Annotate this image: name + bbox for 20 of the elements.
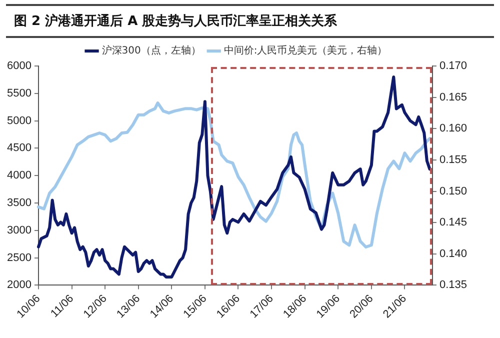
y-tick-label: 3000: [6, 224, 32, 236]
chart-title: 图 2 沪港通开通后 A 股走势与人民币汇率呈正相关关系: [6, 4, 494, 38]
legend-label: 中间价:人民币兑美元（美元，右轴）: [224, 44, 388, 57]
y2-tick-label: 0.155: [439, 154, 468, 166]
y-tick-label: 2500: [6, 252, 32, 264]
y2-tick-label: 0.170: [439, 60, 468, 72]
y2-tick-label: 0.150: [439, 185, 468, 198]
y-tick-label: 3500: [6, 197, 32, 210]
y2-tick-label: 0.145: [439, 216, 468, 229]
y2-tick-label: 0.165: [439, 91, 468, 104]
y-tick-label: 4000: [6, 170, 32, 182]
y-tick-label: 5000: [6, 114, 32, 127]
y-tick-label: 5500: [6, 87, 32, 100]
legend-label: 沪深300（点，左轴）: [102, 44, 201, 57]
y2-tick-label: 0.135: [439, 279, 468, 292]
y-tick-label: 2000: [6, 279, 32, 292]
y-tick-label: 4500: [6, 142, 32, 154]
y2-tick-label: 0.160: [439, 122, 468, 135]
y-tick-label: 6000: [6, 60, 32, 72]
y2-tick-label: 0.140: [439, 248, 468, 260]
